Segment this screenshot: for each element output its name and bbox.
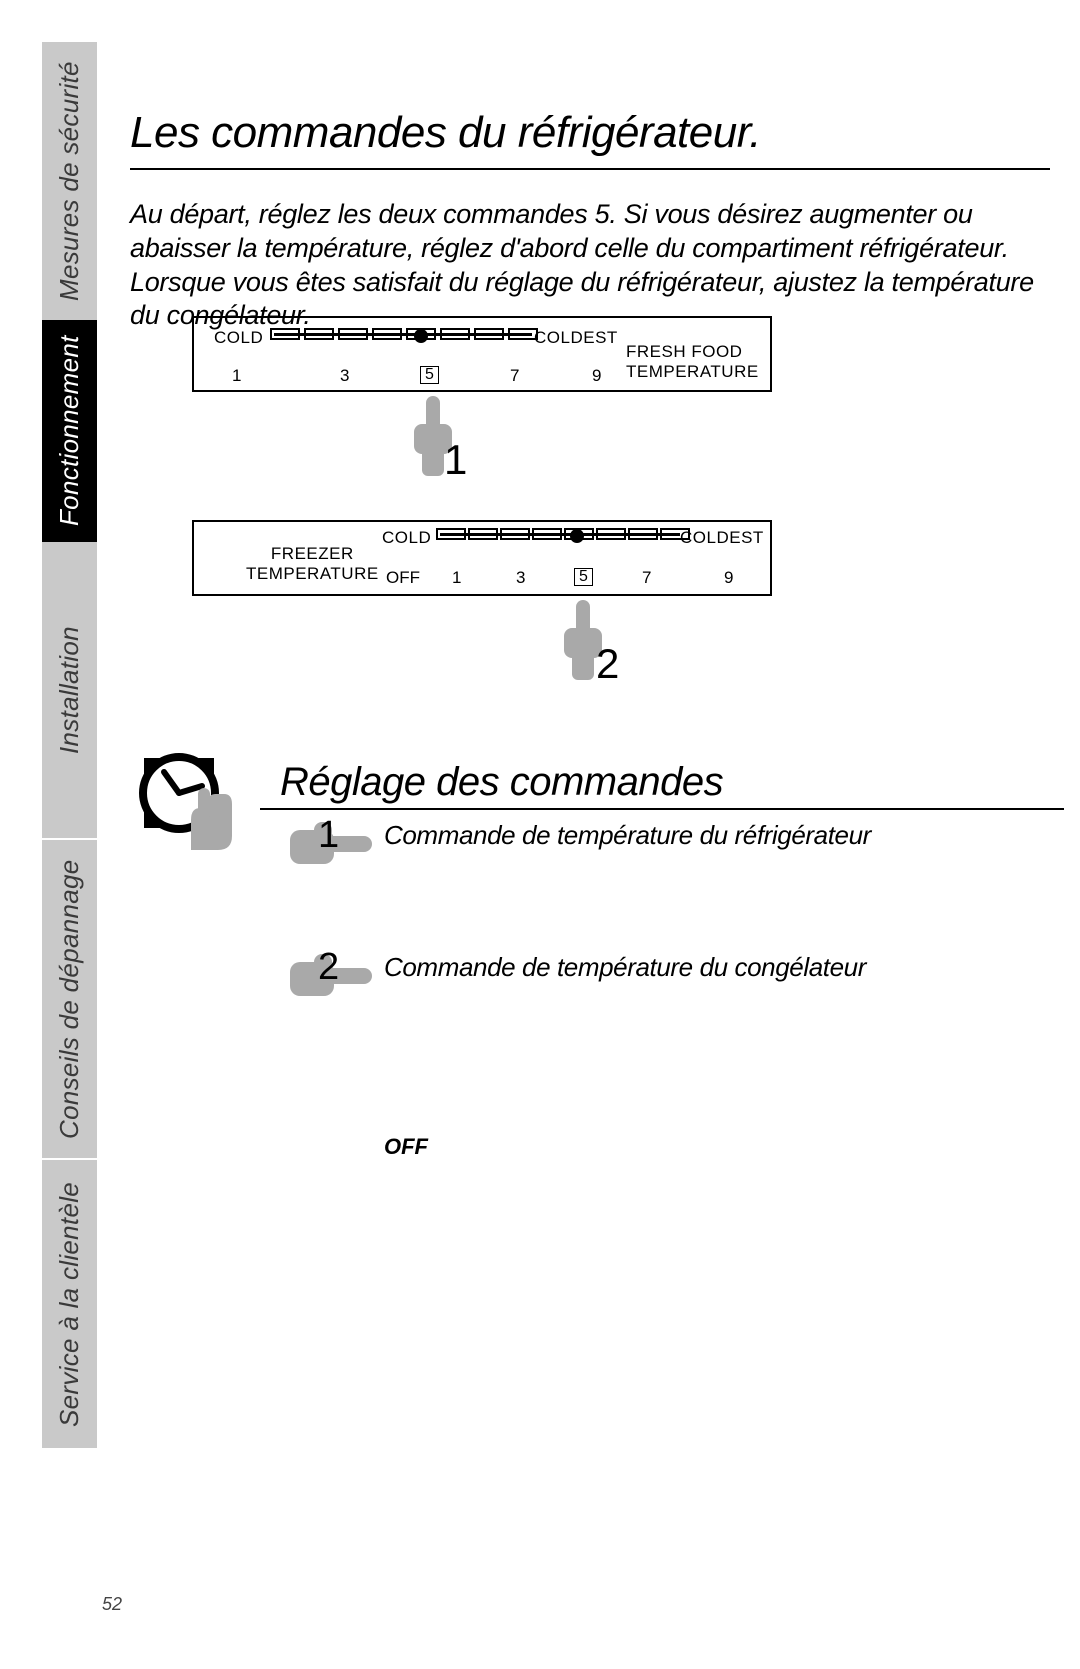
freezer-side-label: FREEZER TEMPERATURE <box>246 544 379 585</box>
page-number: 52 <box>102 1594 122 1615</box>
scale-3: 3 <box>516 568 525 588</box>
section-heading: Réglage des commandes <box>280 760 723 805</box>
tick <box>628 528 658 540</box>
sidebar-tabs: Mesures de sécurité Fonctionnement Insta… <box>42 42 97 1646</box>
step1-text: Commande de température du réfrigérateur <box>384 820 871 851</box>
tick <box>468 528 498 540</box>
tab-installation[interactable]: Installation <box>42 542 97 840</box>
callout-1: 1 <box>444 436 467 484</box>
title-rule <box>130 168 1050 170</box>
side-label-line2: TEMPERATURE <box>626 362 759 381</box>
tick <box>508 328 538 340</box>
step2-text: Commande de température du congélateur <box>384 952 866 983</box>
scale-7: 7 <box>510 366 519 386</box>
tick <box>532 528 562 540</box>
page-title: Les commandes du réfrigérateur. <box>130 108 1060 158</box>
scale-1: 1 <box>452 568 461 588</box>
side-label-line1: FRESH FOOD <box>626 342 742 361</box>
cold-label: COLD <box>214 328 263 348</box>
tick <box>270 328 300 340</box>
tick <box>474 328 504 340</box>
intro-paragraph: Au départ, réglez les deux commandes 5. … <box>130 198 1060 333</box>
fresh-food-panel: COLD COLDEST FRESH FOOD TEMPERATURE 1 3 … <box>192 316 772 392</box>
callout-2: 2 <box>596 640 619 688</box>
tab-safety[interactable]: Mesures de sécurité <box>42 42 97 320</box>
scale-5: 5 <box>574 566 593 586</box>
scale-9: 9 <box>724 568 733 588</box>
tick <box>596 528 626 540</box>
fresh-food-side-label: FRESH FOOD TEMPERATURE <box>626 342 759 383</box>
freezer-panel: COLD COLDEST FREEZER TEMPERATURE OFF 1 3… <box>192 520 772 596</box>
coldest-label: COLDEST <box>680 528 764 548</box>
cold-label: COLD <box>382 528 431 548</box>
scale-9: 9 <box>592 366 601 386</box>
step-number-2: 2 <box>318 946 339 989</box>
scale-5: 5 <box>420 364 439 384</box>
scale-7: 7 <box>642 568 651 588</box>
tick <box>436 528 466 540</box>
tab-operation[interactable]: Fonctionnement <box>42 320 97 542</box>
clock-hand-icon <box>136 750 246 860</box>
side-label-line1: FREEZER <box>271 544 354 563</box>
tick <box>440 328 470 340</box>
scale-off: OFF <box>386 568 420 588</box>
main-content: Les commandes du réfrigérateur. Au dépar… <box>130 108 1060 333</box>
scale-3: 3 <box>340 366 349 386</box>
tick <box>304 328 334 340</box>
coldest-label: COLDEST <box>534 328 618 348</box>
tick <box>338 328 368 340</box>
slider-knob[interactable] <box>570 529 584 543</box>
fresh-food-slider[interactable] <box>274 328 532 346</box>
tick <box>500 528 530 540</box>
section-rule <box>260 808 1064 810</box>
tick <box>660 528 690 540</box>
scale-1: 1 <box>232 366 241 386</box>
freezer-slider[interactable] <box>440 528 680 546</box>
tick <box>372 328 402 340</box>
side-label-line2: TEMPERATURE <box>246 564 379 583</box>
step-number-1: 1 <box>318 814 339 857</box>
page: Mesures de sécurité Fonctionnement Insta… <box>0 0 1080 1669</box>
tab-service[interactable]: Service à la clientèle <box>42 1160 97 1450</box>
tab-troubleshoot[interactable]: Conseils de dépannage <box>42 840 97 1160</box>
slider-knob[interactable] <box>414 329 428 343</box>
off-label: OFF <box>384 1134 428 1160</box>
